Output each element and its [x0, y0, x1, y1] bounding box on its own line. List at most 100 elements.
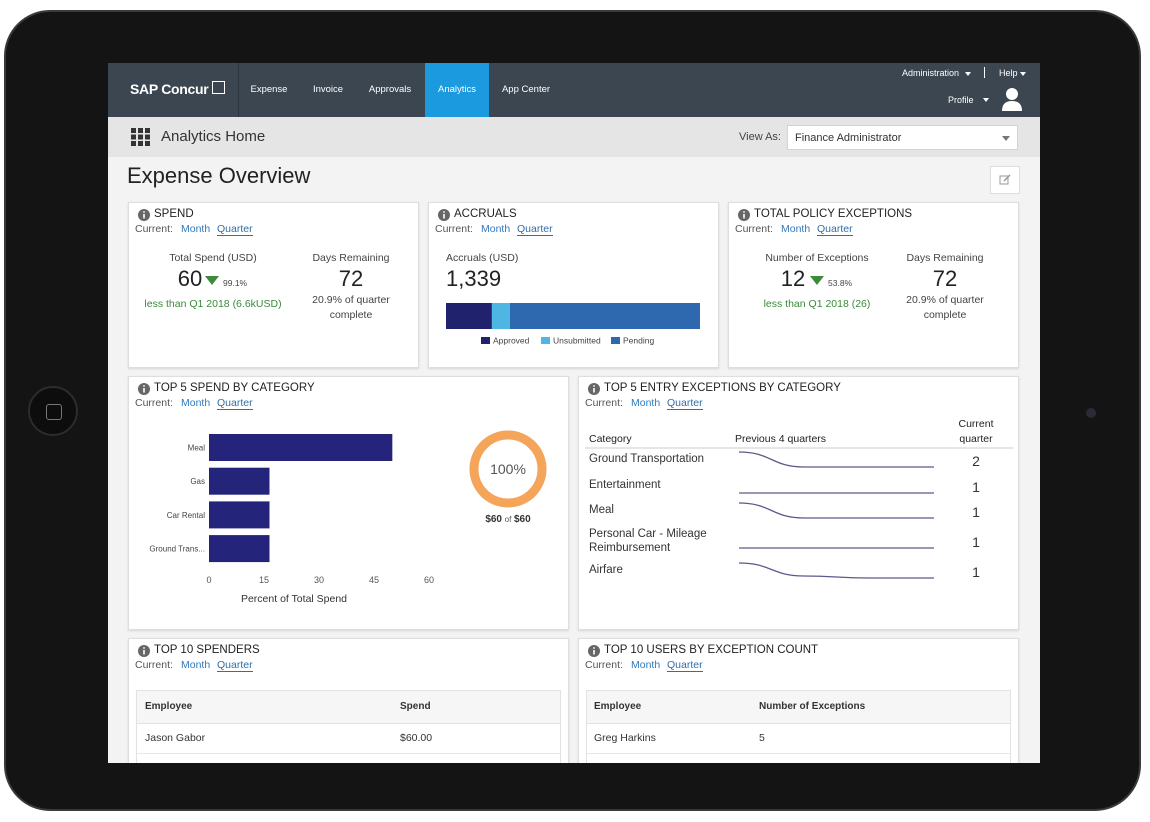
period-month[interactable]: Month	[631, 397, 661, 409]
column-header: Current quarter	[958, 418, 994, 445]
category: Entertainment	[589, 479, 661, 491]
accruals-card: Accruals (USD) 1,339 ACCRUALS Current: Mon…	[428, 202, 719, 368]
category: Meal	[589, 504, 614, 516]
card-title: SPEND	[154, 208, 194, 220]
period-label: Current:	[735, 223, 773, 235]
period-quarter[interactable]: Quarter	[667, 659, 703, 672]
home-button[interactable]	[28, 386, 78, 436]
days-value: 72	[338, 266, 364, 291]
period-label: Current:	[135, 659, 173, 671]
category: Personal Car - Mileage Reimbursement	[589, 528, 707, 554]
help-menu[interactable]: Help	[999, 68, 1018, 78]
view-as-label: View As:	[739, 131, 781, 143]
period-month[interactable]: Month	[631, 659, 661, 671]
info-icon	[738, 209, 750, 221]
count-value: 12	[780, 266, 806, 291]
apps-grid-icon[interactable]	[131, 128, 151, 146]
sub-header: Analytics Home View As: Finance Administ…	[108, 117, 1040, 157]
nav-tab[interactable]: Invoice	[312, 84, 344, 95]
column-header: Employee	[594, 701, 642, 712]
total-label: Total Spend (USD)	[169, 252, 257, 264]
category-label: Gas	[190, 477, 205, 486]
nav-tab[interactable]: Approvals	[368, 84, 412, 95]
period-quarter[interactable]: Quarter	[517, 223, 553, 236]
card-title: TOP 5 SPEND BY CATEGORY	[154, 382, 315, 394]
brand[interactable]: SAP Concur	[130, 81, 209, 97]
period-month[interactable]: Month	[181, 397, 211, 409]
top-spenders-card: TOP 10 SPENDERS Current: Month Quarter Emplo…	[128, 638, 569, 763]
column-header: Number of Exceptions	[759, 701, 866, 712]
bar-segment	[491, 303, 510, 329]
card-title: TOP 5 ENTRY EXCEPTIONS BY CATEGORY	[604, 382, 841, 394]
card-title: TOTAL POLICY EXCEPTIONS	[754, 208, 913, 220]
info-icon-dot	[593, 647, 595, 649]
avatar[interactable]	[1002, 87, 1022, 111]
x-tick-label: 0	[206, 575, 211, 585]
screen: SAP Concur Administration Help Profile E…	[108, 63, 1040, 763]
table-header	[587, 691, 1010, 724]
period-label: Current:	[135, 223, 173, 235]
donut-amount: $60	[485, 514, 502, 525]
period-month[interactable]: Month	[781, 223, 811, 235]
sparkline-layer	[585, 447, 1013, 579]
period-month[interactable]: Month	[181, 659, 211, 671]
caret	[983, 98, 989, 102]
comparison: less than Q1 2018 (6.6kUSD)	[144, 298, 282, 310]
period-label: Current:	[585, 659, 623, 671]
sparkline	[738, 451, 934, 468]
donut-total: $60	[514, 514, 531, 525]
bar-segment	[446, 303, 492, 329]
days-note: 20.9% of quarter complete	[312, 294, 390, 321]
legend-label: Approved	[493, 336, 530, 346]
info-icon	[138, 383, 150, 395]
legend: Approved Unsubmitted Pending	[481, 336, 654, 346]
info-icon-stem	[593, 650, 595, 655]
period-month[interactable]: Month	[481, 223, 511, 235]
period-label: Current:	[435, 223, 473, 235]
info-icon-stem	[143, 650, 145, 655]
period-month[interactable]: Month	[181, 223, 211, 235]
x-tick-label: 45	[369, 575, 379, 585]
info-icon-dot	[143, 211, 145, 213]
card-title: TOP 10 SPENDERS	[154, 644, 260, 656]
current-value: 1	[972, 564, 980, 580]
spend-card: Total Spend (USD) 60 99.1% less than Q1 …	[128, 202, 419, 368]
x-tick-label: 60	[424, 575, 434, 585]
dropdown-caret	[1002, 136, 1010, 141]
days-value: 72	[932, 266, 958, 291]
caret	[1020, 72, 1026, 76]
profile-caret	[983, 98, 989, 102]
info-icon	[438, 209, 450, 221]
legend-swatch	[611, 337, 620, 344]
days-label: Days Remaining	[312, 252, 390, 264]
column-header: Employee	[145, 701, 193, 712]
legend-label: Unsubmitted	[553, 336, 601, 346]
view-as-dropdown[interactable]: Finance Administrator	[787, 125, 1018, 150]
period-quarter[interactable]: Quarter	[217, 397, 253, 410]
period-quarter[interactable]: Quarter	[217, 659, 253, 672]
admin-menu[interactable]: Administration	[902, 68, 960, 78]
nav-tab[interactable]: Expense	[250, 84, 288, 95]
profile-menu[interactable]: Profile	[948, 95, 974, 105]
period-quarter[interactable]: Quarter	[817, 223, 853, 236]
edit-icon-pen	[1003, 174, 1011, 182]
donut-label: 100%	[490, 461, 526, 477]
period-quarter[interactable]: Quarter	[217, 223, 253, 236]
grid-squares	[131, 128, 150, 146]
down-arrow-shape	[810, 276, 824, 285]
card-title: ACCRUALS	[454, 208, 517, 220]
nav-tab[interactable]: App Center	[501, 84, 551, 95]
sparkline	[738, 502, 934, 519]
category-label: Car Rental	[167, 511, 205, 520]
nav-tab[interactable]: Analytics	[437, 84, 476, 95]
caret	[1002, 136, 1010, 141]
avatar-body	[1002, 101, 1022, 111]
donut-of: of	[505, 515, 512, 524]
sub-header-title: Analytics Home	[161, 128, 266, 145]
info-icon	[588, 645, 600, 657]
info-icon-dot	[143, 647, 145, 649]
period-quarter[interactable]: Quarter	[667, 397, 703, 410]
column-header: Category	[589, 433, 632, 445]
edit-button[interactable]	[990, 166, 1020, 194]
